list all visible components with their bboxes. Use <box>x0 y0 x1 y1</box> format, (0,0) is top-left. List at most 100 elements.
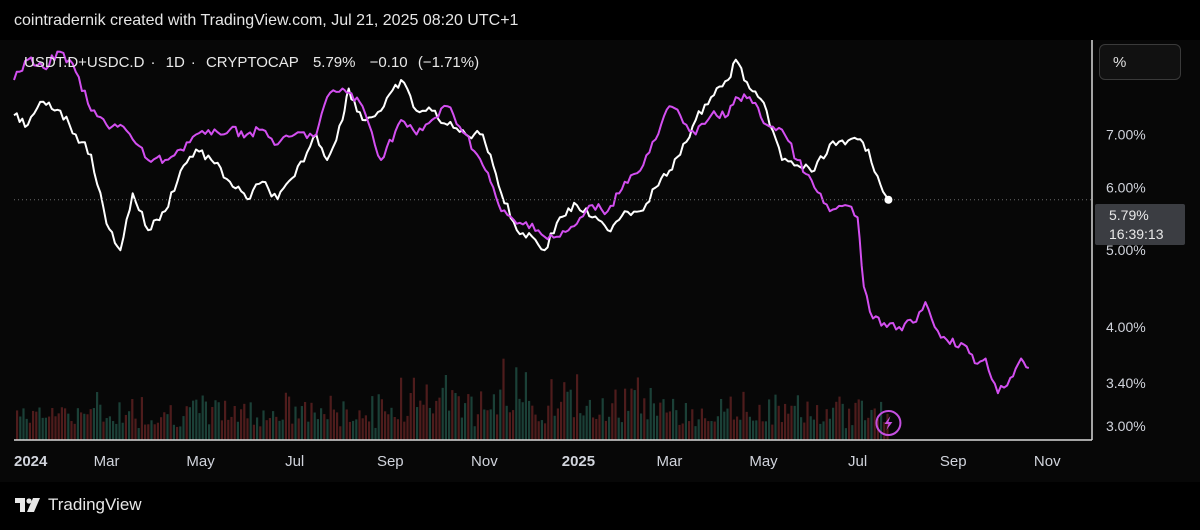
volume-bar <box>489 409 492 440</box>
volume-bar <box>496 414 499 440</box>
price-chart[interactable]: 7.00% 6.00% 5.00% 4.00% 3.40% 3.00% 2024 Mar May… <box>0 40 1200 482</box>
volume-bar <box>217 402 220 440</box>
volume-bar <box>380 399 383 440</box>
volume-bar <box>499 389 502 440</box>
volume-bar <box>265 420 268 440</box>
volume-bar <box>182 416 185 440</box>
volume-bar <box>473 426 476 440</box>
volume-bar <box>300 406 303 440</box>
volume-bar <box>470 396 473 440</box>
volume-bar <box>534 414 537 440</box>
volume-bar <box>467 394 470 440</box>
percent-scale-button[interactable]: % <box>1099 44 1181 80</box>
volume-bar <box>768 399 771 440</box>
volume-bar <box>707 421 710 440</box>
volume-bar <box>19 416 22 440</box>
volume-bar <box>214 400 217 440</box>
symbol-legend[interactable]: USDT.D+USDC.D · 1D · CRYPTOCAP 5.79% −0.10… <box>24 54 485 71</box>
volume-bar <box>73 423 76 440</box>
volume-bar <box>864 420 867 440</box>
volume-bar <box>550 379 553 440</box>
volume-bar <box>451 390 454 440</box>
volume-bar <box>880 401 883 440</box>
volume-bar <box>416 407 419 440</box>
volume-bar <box>278 420 281 440</box>
volume-bar <box>377 394 380 440</box>
volume-bar <box>185 406 188 440</box>
volume-bar <box>105 418 108 440</box>
last-price-tag: 5.79% 16:39:13 <box>1095 204 1185 245</box>
volume-bar <box>784 403 787 440</box>
volume-bar <box>790 405 793 440</box>
volume-bar <box>435 400 438 440</box>
volume-bar <box>720 398 723 440</box>
volume-bar <box>505 405 508 440</box>
volume-bar <box>83 413 86 440</box>
legend-symbol[interactable]: USDT.D+USDC.D <box>24 54 145 71</box>
volume-bar <box>371 396 374 440</box>
volume-bar <box>761 421 764 440</box>
volume-bar <box>259 426 262 440</box>
volume-bar <box>672 398 675 440</box>
volume-bar <box>854 402 857 440</box>
x-tick-label: Jul <box>285 453 304 470</box>
volume-bar <box>742 391 745 440</box>
volume-bar <box>51 408 54 440</box>
volume-bar <box>668 411 671 440</box>
volume-bar <box>297 418 300 440</box>
volume-bar <box>412 377 415 440</box>
chart-attribution: cointradernik created with TradingView.c… <box>14 12 519 29</box>
volume-bar <box>787 413 790 440</box>
volume-bar <box>444 374 447 440</box>
chart-series <box>13 50 1092 436</box>
volume-bar <box>464 403 467 440</box>
volume-bar <box>438 397 441 440</box>
volume-bar <box>294 406 297 440</box>
volume-bar <box>512 410 515 440</box>
volume-bar <box>563 382 566 440</box>
volume-bar <box>726 408 729 440</box>
legend-last-price: 5.79% <box>312 54 356 71</box>
volume-bar <box>608 416 611 440</box>
volume-bar <box>240 409 243 440</box>
volume-bar <box>838 396 841 440</box>
volume-bar <box>806 401 809 440</box>
volume-bar <box>320 408 323 440</box>
volume-bar <box>54 416 57 440</box>
volume-bar <box>374 427 377 440</box>
volume-bar <box>675 410 678 440</box>
volume-bar <box>566 391 569 440</box>
volume-bar <box>243 403 246 440</box>
volume-bar <box>201 395 204 440</box>
x-tick-label: Jul <box>848 453 867 470</box>
volume-bar <box>630 388 633 440</box>
footer: TradingView <box>14 492 142 518</box>
volume-bar <box>140 397 143 440</box>
volume-bar <box>272 411 275 440</box>
overlay-series-line <box>13 50 1030 395</box>
volume-bar <box>716 416 719 440</box>
volume-bar <box>812 419 815 440</box>
x-tick-label: Mar <box>657 453 683 470</box>
legend-interval[interactable]: 1D <box>165 54 185 71</box>
volume-bar <box>160 417 163 440</box>
volume-bar <box>179 426 182 440</box>
x-tick-label: Sep <box>377 453 404 470</box>
volume-bar <box>60 407 63 440</box>
volume-bar <box>777 405 780 440</box>
volume-bar <box>28 422 31 440</box>
volume-bar <box>281 419 284 440</box>
volume-bar <box>428 407 431 440</box>
volume-bar <box>556 408 559 440</box>
volume-bar <box>576 374 579 440</box>
volume-bar <box>246 418 249 440</box>
x-tick-label: May <box>186 453 215 470</box>
volume-bar <box>640 413 643 440</box>
y-tick-label: 3.00% <box>1106 418 1146 434</box>
volume-bar <box>649 387 652 440</box>
volume-bar <box>326 419 329 440</box>
volume-bar <box>121 422 124 440</box>
volume-bar <box>329 395 332 440</box>
volume-bar <box>358 410 361 440</box>
volume-bar <box>153 424 156 440</box>
